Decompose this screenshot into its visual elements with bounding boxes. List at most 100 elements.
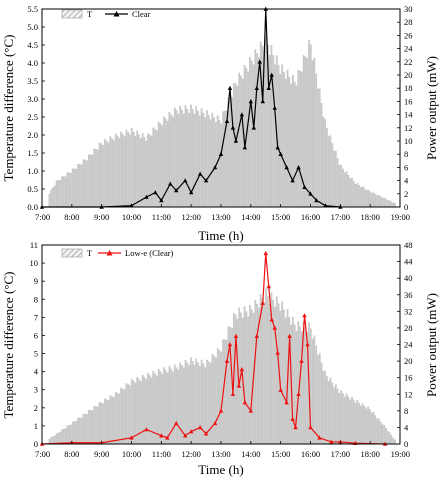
temperature-bar <box>259 293 262 444</box>
temperature-bar <box>300 71 303 208</box>
power-point <box>233 333 239 339</box>
power-point <box>254 85 259 90</box>
temperature-bar <box>184 359 187 444</box>
x-tick-label: 15:00 <box>271 449 290 459</box>
temperature-bar <box>98 142 101 207</box>
temperature-bar <box>161 373 164 444</box>
y-tick-label: 4.5 <box>27 40 38 50</box>
temperature-bar <box>59 431 62 444</box>
temperature-bar <box>377 418 380 444</box>
power-point <box>284 400 289 405</box>
temperature-bar <box>309 44 312 208</box>
temperature-bar <box>123 389 126 444</box>
temperature-bar <box>147 372 149 444</box>
temperature-bar <box>78 417 81 444</box>
temperature-bar <box>168 366 171 444</box>
power-point <box>248 99 254 104</box>
temperature-bar <box>360 405 362 444</box>
temperature-bar <box>179 362 182 444</box>
power-point <box>317 435 322 440</box>
temperature-bar <box>256 53 258 207</box>
y2-tick-label: 40 <box>404 273 413 283</box>
x-tick-label: 9:00 <box>94 449 109 459</box>
temperature-bar <box>109 136 112 207</box>
power-point <box>203 178 209 183</box>
temperature-bar <box>57 180 60 207</box>
y-tick-label: 11 <box>30 240 38 250</box>
temperature-bar <box>324 370 327 444</box>
temperature-bar <box>66 172 69 207</box>
temperature-bar <box>53 185 56 207</box>
temperature-bar <box>320 102 323 207</box>
legend-marker-clear <box>113 11 120 17</box>
temperature-bar <box>163 116 165 207</box>
x-tick-label: 10:00 <box>122 449 141 459</box>
temperature-bar <box>175 110 178 207</box>
temperature-bar <box>243 306 246 444</box>
power-point <box>129 435 134 440</box>
temperature-bar <box>379 421 382 444</box>
legend-marker-lowe <box>106 250 113 256</box>
temperature-bar <box>299 70 301 207</box>
temperature-bar <box>356 400 359 444</box>
temperature-bar <box>368 409 371 444</box>
temperature-bar <box>299 326 301 444</box>
y2-tick-label: 36 <box>404 290 413 300</box>
power-point <box>218 151 224 156</box>
temperature-bar <box>232 82 235 207</box>
temperature-bar <box>349 399 352 444</box>
power-markers <box>39 6 343 209</box>
temperature-bar <box>220 123 223 207</box>
temperature-bar <box>297 69 300 207</box>
power-point <box>159 433 164 438</box>
temperature-bar <box>138 378 140 444</box>
temperature-bar <box>277 303 280 444</box>
temperature-bar <box>64 176 67 207</box>
x-tick-label: 8:00 <box>64 449 79 459</box>
temperature-bar <box>84 413 87 444</box>
temperature-bar <box>211 353 214 444</box>
temperature-bar <box>361 403 364 444</box>
power-point <box>323 203 328 208</box>
temperature-bar <box>306 332 309 444</box>
x-tick-label: 14:00 <box>241 449 260 459</box>
x-tick-label: 10:00 <box>122 212 141 222</box>
power-point <box>299 358 304 363</box>
power-point <box>305 342 310 347</box>
temperature-bar <box>368 191 371 207</box>
temperature-bar <box>293 324 296 444</box>
x-axis-ticks: 7:00 8:00 9:00 10:00 11:00 12:00 13:00 14:00 15:… <box>35 441 410 459</box>
x-tick-label: 14:00 <box>241 212 260 222</box>
x-tick-label: 9:00 <box>94 212 109 222</box>
temperature-bar <box>266 296 269 444</box>
temperature-bar <box>173 107 176 207</box>
y-tick-label: 7 <box>34 312 38 322</box>
temperature-bar <box>351 396 353 444</box>
temperature-bar <box>166 120 169 207</box>
temperature-bar <box>116 135 119 207</box>
temperature-bar <box>55 180 58 207</box>
temperature-bar <box>263 50 266 208</box>
y2-tick-label: 16 <box>404 96 413 106</box>
temperature-bar <box>372 411 375 444</box>
power-point <box>239 112 245 117</box>
temperature-bar <box>342 393 344 444</box>
temperature-bar <box>318 353 321 444</box>
temperature-bar <box>139 138 142 207</box>
temperature-bar <box>189 357 192 444</box>
temperature-bar <box>120 387 122 444</box>
temperature-bar <box>292 317 294 444</box>
power-point <box>230 391 236 397</box>
temperature-bar <box>334 150 337 207</box>
temperature-bar <box>279 310 282 444</box>
temperature-bar <box>195 106 198 207</box>
y-tick-label: 2.0 <box>27 130 38 140</box>
temperature-bar <box>225 110 228 207</box>
temperature-bar <box>286 69 289 208</box>
temperature-bar <box>249 57 251 207</box>
temperature-bar <box>57 432 60 444</box>
temperature-bar <box>84 159 87 207</box>
power-point <box>272 325 277 330</box>
x-axis-label: Time (h) <box>198 462 243 477</box>
power-point <box>302 184 307 189</box>
